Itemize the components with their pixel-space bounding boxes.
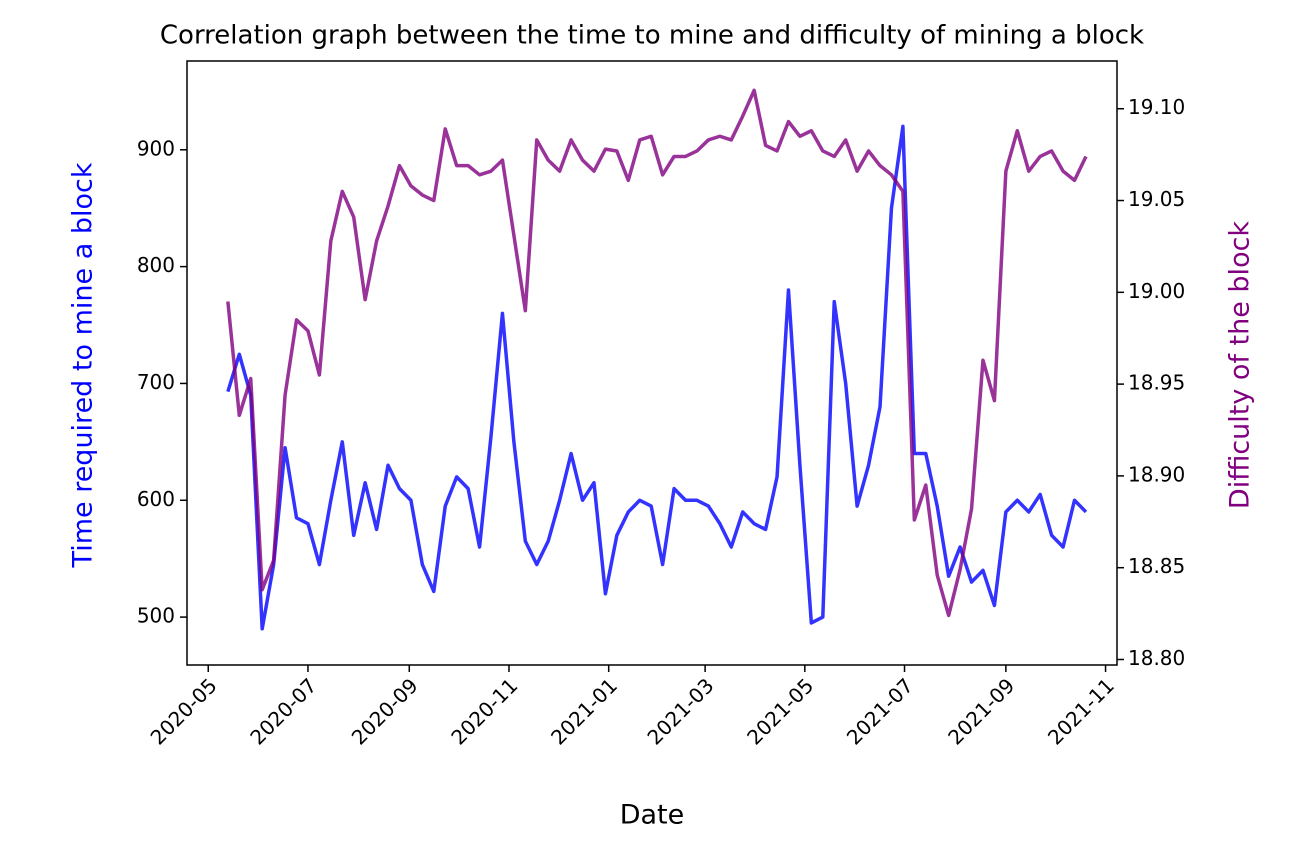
x-axis-label: Date (620, 800, 685, 831)
data-line (226, 124, 1088, 631)
y-tick-label: 700 (137, 370, 175, 394)
chart-title: Correlation graph between the time to mi… (160, 21, 1144, 51)
plot-frame (186, 60, 1118, 666)
y2-tick-label: 18.85 (1128, 554, 1185, 578)
y2-axis-label: Difficulty of the block (1225, 221, 1256, 510)
y2-tick-label: 18.95 (1128, 371, 1185, 395)
y2-tick-label: 19.10 (1128, 95, 1185, 119)
y2-tick-label: 19.05 (1128, 187, 1185, 211)
y2-tick-label: 18.90 (1128, 462, 1185, 486)
y-tick-label: 500 (137, 604, 175, 628)
y-axis-label: Time required to mine a block (68, 162, 99, 568)
y2-tick-label: 19.00 (1128, 279, 1185, 303)
y-tick-label: 800 (137, 253, 175, 277)
y2-tick-label: 18.80 (1128, 646, 1185, 670)
y-tick-label: 900 (137, 136, 175, 160)
y-tick-label: 600 (137, 487, 175, 511)
data-line (226, 88, 1088, 618)
